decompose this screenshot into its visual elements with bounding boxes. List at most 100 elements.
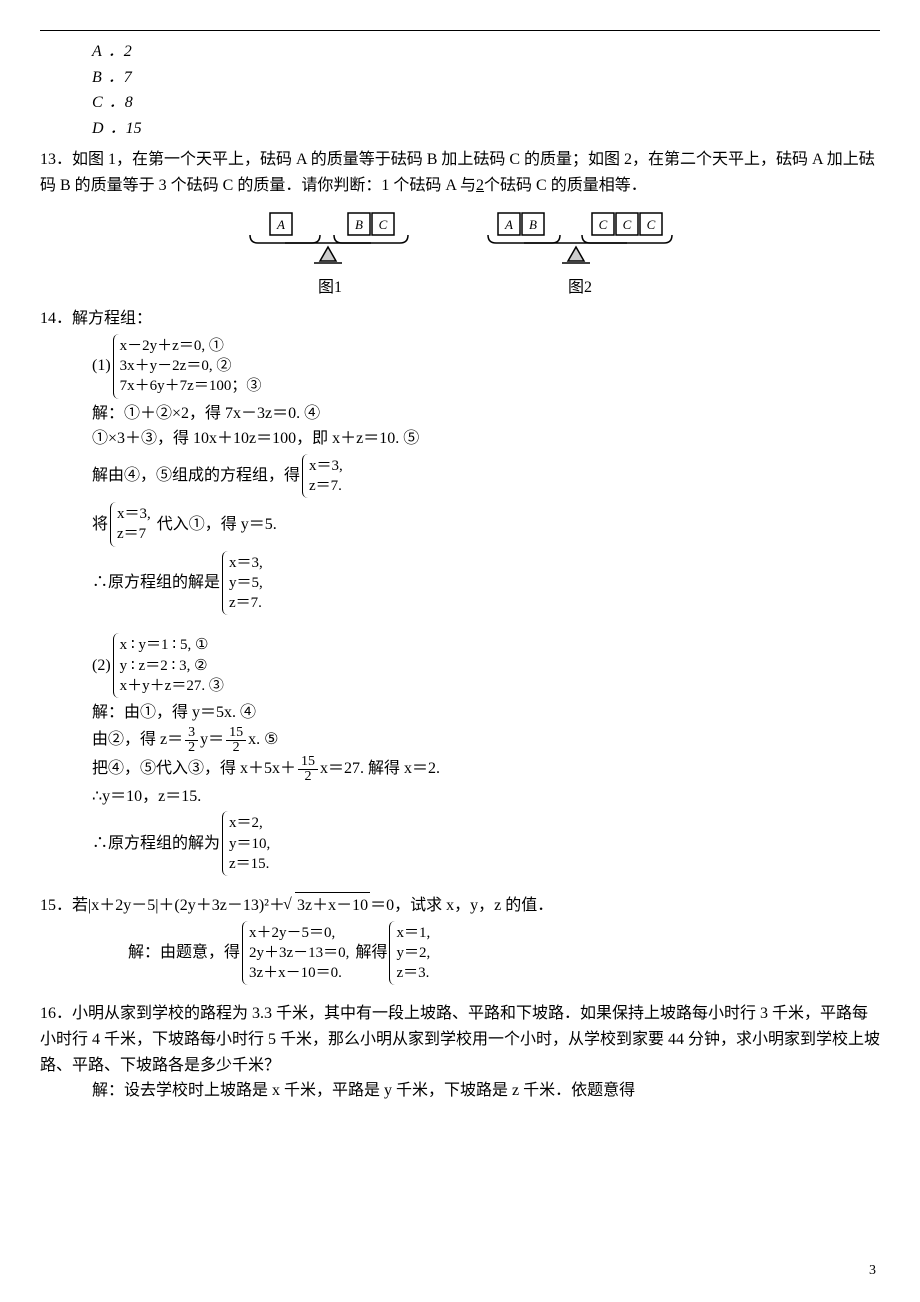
fraction: 152: [226, 726, 246, 755]
eq: x＋y＋z＝27. ③: [120, 676, 224, 696]
brace: x－2y＋z＝0, ① 3x＋y－2z＝0, ② 7x＋6y＋7z＝100；③: [113, 334, 266, 399]
q14-number: 14．: [40, 310, 72, 327]
eq: 2y＋3z－13＝0,: [249, 943, 349, 963]
figure-1: A B C 图1: [240, 205, 420, 301]
eq: y＝10,: [229, 834, 270, 854]
q14-p2-system: (2) x ∶ y＝1 ∶ 5, ① y ∶ z＝2 ∶ 3, ② x＋y＋z＝…: [40, 631, 880, 700]
page-number: 3: [869, 1260, 876, 1282]
text: x＝27. 解得 x＝2.: [320, 756, 440, 782]
eq: 7x＋6y＋7z＝100；③: [120, 376, 262, 396]
eq: x＝2,: [229, 813, 270, 833]
eq: x＝3,: [117, 504, 151, 524]
q13-number: 13．: [40, 151, 72, 168]
q14-p1-l2: ①×3＋③，得 10x＋10z＝100，即 x＋z＝10. ⑤: [40, 426, 880, 452]
eq: x＋2y－5＝0,: [249, 923, 349, 943]
brace: x ∶ y＝1 ∶ 5, ① y ∶ z＝2 ∶ 3, ② x＋y＋z＝27. …: [113, 633, 228, 698]
q15-text-a: 若|x＋2y－5|＋(2y＋3z－13)²＋: [72, 897, 285, 914]
q12-option-b: B．7: [40, 65, 880, 91]
text: 解由④，⑤组成的方程组，得: [92, 463, 300, 489]
option-value: 15: [126, 120, 142, 137]
text: 代入①，得 y＝5.: [157, 512, 277, 538]
q14: 14．解方程组：: [40, 306, 880, 332]
brace: x＝1, y＝2, z＝3.: [389, 921, 434, 986]
eq: z＝15.: [229, 854, 270, 874]
text: ∴原方程组的解为: [92, 831, 220, 857]
eq: y＝5,: [229, 573, 263, 593]
q13-text-a: 如图 1，在第一个天平上，砝码 A 的质量等于砝码 B 加上砝码 C 的质量；如…: [40, 151, 875, 194]
q13: 13．如图 1，在第一个天平上，砝码 A 的质量等于砝码 B 加上砝码 C 的质…: [40, 147, 880, 198]
q16-number: 16．: [40, 1005, 72, 1022]
figure-1-caption: 图1: [240, 275, 420, 301]
eq: z＝3.: [396, 963, 430, 983]
svg-text:C: C: [623, 217, 632, 232]
q15: 15．若|x＋2y－5|＋(2y＋3z－13)²＋ 3z＋x－10＝0，试求 x，…: [40, 892, 880, 919]
brace: x＋2y－5＝0, 2y＋3z－13＝0, 3z＋x－10＝0.: [242, 921, 353, 986]
q14-p1-l1: 解：①＋②×2，得 7x－3z＝0. ④: [40, 401, 880, 427]
svg-text:A: A: [276, 217, 285, 232]
q15-text-b: ＝0，试求 x，y，z 的值．: [370, 897, 553, 914]
text: y＝: [200, 727, 224, 753]
eq: z＝7.: [309, 476, 343, 496]
option-letter: A: [92, 43, 102, 60]
option-letter: B: [92, 69, 102, 86]
q14-p2-l5: ∴原方程组的解为 x＝2, y＝10, z＝15.: [40, 809, 880, 878]
text: 把④，⑤代入③，得 x＋5x＋: [92, 756, 296, 782]
eq: x＝1,: [396, 923, 430, 943]
text: 将: [92, 512, 108, 538]
q16-text: 小明从家到学校的路程为 3.3 千米，其中有一段上坡路、平路和下坡路．如果保持上…: [40, 1005, 880, 1073]
eq: x－2y＋z＝0, ①: [120, 336, 262, 356]
option-letter: C: [92, 94, 103, 111]
q14-p2-l2: 由②，得 z＝ 32 y＝ 152 x. ⑤: [40, 726, 880, 755]
q13-blank: 2: [476, 177, 484, 194]
brace: x＝3, y＝5, z＝7.: [222, 551, 267, 616]
q13-text-b: 个砝码 C 的质量相等．: [484, 177, 647, 194]
text: 解得: [355, 940, 387, 966]
eq: 3x＋y－2z＝0, ②: [120, 356, 262, 376]
svg-text:C: C: [379, 217, 388, 232]
q14-p2-l1: 解：由①，得 y＝5x. ④: [40, 700, 880, 726]
q14-p1-label: (1): [92, 353, 111, 379]
option-value: 7: [124, 69, 132, 86]
q14-p2-l4: ∴y＝10，z＝15.: [40, 784, 880, 810]
q12-option-a: A．2: [40, 39, 880, 65]
svg-text:B: B: [529, 217, 537, 232]
text: ∴原方程组的解是: [92, 570, 220, 596]
q14-title: 解方程组：: [72, 310, 152, 327]
q16-solution: 解：设去学校时上坡路是 x 千米，平路是 y 千米，下坡路是 z 千米．依题意得: [40, 1078, 880, 1104]
q14-p1-l4: 将 x＝3, z＝7 代入①，得 y＝5.: [40, 500, 880, 549]
option-letter: D: [92, 120, 104, 137]
page: A．2 B．7 C．8 D．15 13．如图 1，在第一个天平上，砝码 A 的质…: [0, 0, 920, 1300]
eq: x＝3,: [229, 553, 263, 573]
text: 解：由题意，得: [128, 940, 240, 966]
text: 由②，得 z＝: [92, 727, 183, 753]
eq: x＝3,: [309, 456, 343, 476]
option-value: 2: [124, 43, 132, 60]
balance-2-svg: A B C C C: [480, 205, 680, 275]
eq: 3z＋x－10＝0.: [249, 963, 349, 983]
fraction: 152: [298, 755, 318, 784]
option-value: 8: [125, 94, 133, 111]
eq: z＝7.: [229, 593, 263, 613]
svg-text:C: C: [599, 217, 608, 232]
sqrt: 3z＋x－10: [285, 892, 370, 919]
q14-p1-l3: 解由④，⑤组成的方程组，得 x＝3, z＝7.: [40, 452, 880, 501]
figure-2-caption: 图2: [480, 275, 680, 301]
q14-p2-label: (2): [92, 653, 111, 679]
eq: y＝2,: [396, 943, 430, 963]
q12-option-d: D．15: [40, 116, 880, 142]
q13-figures: A B C 图1 A B C C: [40, 205, 880, 301]
svg-text:A: A: [504, 217, 513, 232]
q14-p2-l3: 把④，⑤代入③，得 x＋5x＋ 152 x＝27. 解得 x＝2.: [40, 755, 880, 784]
q15-solution: 解：由题意，得 x＋2y－5＝0, 2y＋3z－13＝0, 3z＋x－10＝0.…: [40, 919, 880, 988]
header-rule: [40, 30, 880, 31]
svg-text:B: B: [355, 217, 363, 232]
q16: 16．小明从家到学校的路程为 3.3 千米，其中有一段上坡路、平路和下坡路．如果…: [40, 1001, 880, 1078]
q14-p1-l5: ∴原方程组的解是 x＝3, y＝5, z＝7.: [40, 549, 880, 618]
eq: y ∶ z＝2 ∶ 3, ②: [120, 656, 224, 676]
q14-p1-system: (1) x－2y＋z＝0, ① 3x＋y－2z＝0, ② 7x＋6y＋7z＝10…: [40, 332, 880, 401]
radicand: 3z＋x－10: [295, 892, 370, 919]
q15-number: 15．: [40, 897, 72, 914]
brace: x＝3, z＝7.: [302, 454, 347, 499]
svg-text:C: C: [647, 217, 656, 232]
figure-2: A B C C C 图2: [480, 205, 680, 301]
